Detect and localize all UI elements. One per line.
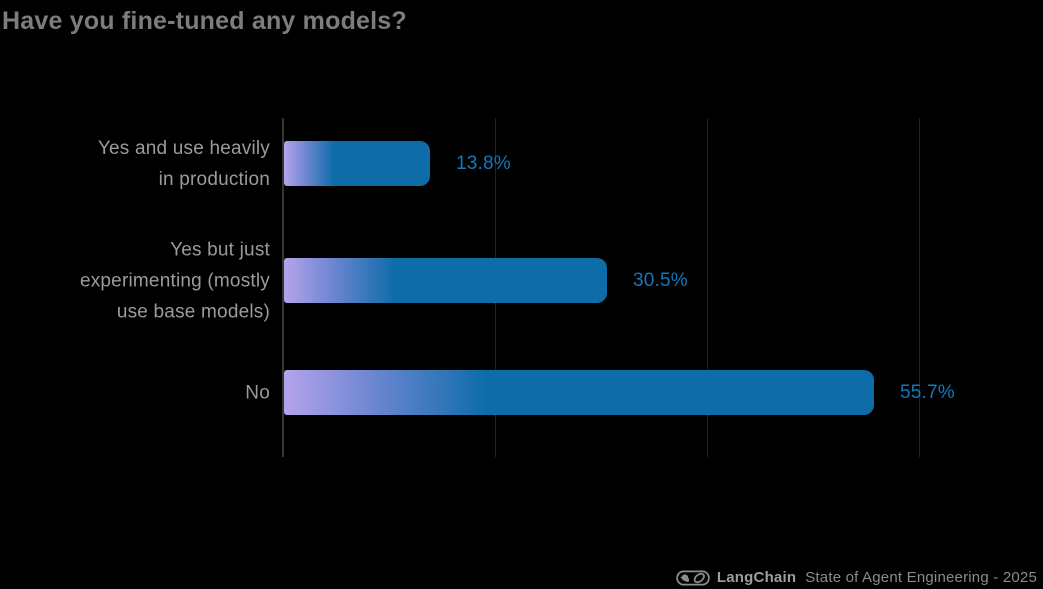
chain-link-glyph	[693, 572, 705, 583]
category-label: No	[245, 382, 270, 404]
bar-row: 30.5%	[284, 258, 1043, 303]
bar-row: 13.8%	[284, 141, 1043, 186]
gridline	[919, 118, 920, 457]
brand-name: LangChain	[716, 569, 797, 586]
report-title: State of Agent Engineering - 2025	[805, 569, 1037, 586]
value-label: 13.8%	[456, 152, 511, 174]
bar-row: 55.7%	[284, 370, 1043, 415]
plot-area: 13.8% 30.5% 55.7%	[282, 118, 955, 457]
gridline	[707, 118, 708, 457]
y-axis-line	[282, 118, 284, 457]
chart-title: Have you fine-tuned any models?	[2, 7, 407, 35]
category-label: Yes and use heavily in production	[97, 138, 270, 190]
langchain-logo-icon	[676, 569, 710, 586]
value-label: 55.7%	[900, 381, 955, 403]
bird-glyph	[679, 573, 690, 582]
value-label: 30.5%	[633, 269, 688, 291]
bar-no	[284, 370, 874, 415]
footer: LangChain State of Agent Engineering - 2…	[676, 569, 1037, 586]
bar-yes-experimenting	[284, 258, 607, 303]
bar-yes-heavily-production	[284, 141, 430, 186]
category-label: Yes but just experimenting (mostly use b…	[79, 239, 270, 323]
